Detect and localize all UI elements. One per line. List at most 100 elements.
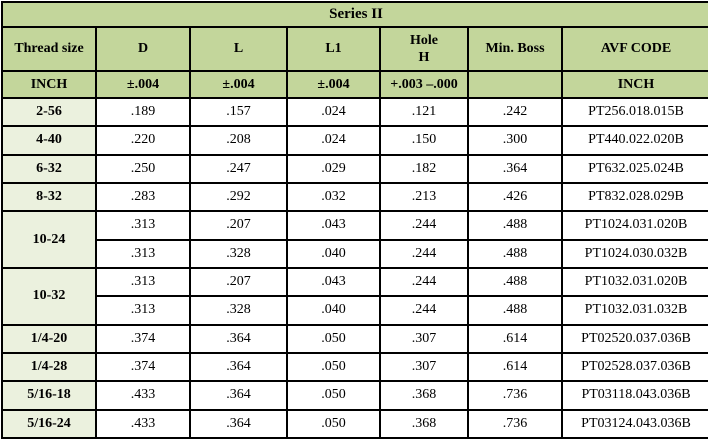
table-row: 2-56.189.157.024.121.242 PT256.018.015B: [1, 96, 708, 128]
avf-code-cell: PT03118.043.036B: [560, 380, 708, 411]
thread-size-cell: 10-24: [1, 210, 97, 269]
data-cell: .207: [189, 266, 288, 298]
thread-size-cell: 8-32: [1, 181, 97, 213]
data-cell: .488: [467, 295, 563, 326]
avf-code-cell: PT256.018.015B: [560, 96, 708, 128]
tolerance-row: INCH ±.004 ±.004 ±.004 +.003 –.000 INCH: [1, 70, 708, 99]
data-cell: .368: [379, 380, 469, 411]
data-cell: .208: [189, 125, 288, 156]
avf-code-cell: PT440.022.020B: [560, 125, 708, 156]
data-cell: .050: [286, 323, 381, 354]
data-cell: .364: [189, 380, 288, 411]
table-title: Series II: [0, 1, 708, 28]
thread-size-cell: 4-40: [1, 125, 97, 156]
table-row: .313.328.040.244.488 PT1032.031.032B: [2, 295, 708, 326]
tolerance-cell-d: ±.004: [95, 70, 191, 99]
avf-code-cell: PT1032.031.020B: [560, 266, 708, 298]
data-cell: .050: [286, 351, 381, 383]
table-row: .313.328.040.244.488 PT1024.030.032B: [2, 238, 708, 269]
avf-code-cell: PT1032.031.032B: [560, 295, 708, 326]
data-cell: .433: [95, 408, 191, 440]
thread-size-cell: 6-32: [1, 153, 97, 184]
data-cell: .300: [467, 125, 563, 156]
column-header-thread-size: Thread size: [1, 26, 97, 72]
table-row: 1/4-28.374.364.050.307.614 PT02528.037.03…: [1, 351, 708, 383]
data-cell: .307: [379, 323, 469, 354]
table-row: 4-40.220.208.024.150.300 PT440.022.020B: [1, 125, 708, 156]
data-cell: .024: [286, 125, 381, 156]
data-cell: .157: [189, 96, 288, 128]
column-header-row: Thread size D L L1 Hole H Min. Boss AVF …: [1, 26, 708, 72]
data-cell: .242: [467, 96, 563, 128]
data-cell: .488: [467, 266, 563, 298]
data-cell: .050: [286, 408, 381, 440]
data-cell: .614: [467, 351, 563, 383]
data-cell: .328: [189, 238, 288, 269]
data-cell: .040: [286, 238, 381, 269]
data-cell: .368: [379, 408, 469, 440]
data-cell: .213: [379, 181, 469, 213]
data-cell: .736: [467, 408, 563, 440]
tolerance-cell-hole: +.003 –.000: [379, 70, 469, 99]
avf-code-cell: PT1024.031.020B: [560, 210, 708, 241]
data-cell: .364: [189, 351, 288, 383]
data-cell: .247: [189, 153, 288, 184]
data-cell: .488: [467, 238, 563, 269]
data-cell: .182: [379, 153, 469, 184]
thread-size-cell: 1/4-20: [1, 323, 97, 354]
column-header-min-boss: Min. Boss: [467, 26, 563, 72]
data-cell: .433: [95, 380, 191, 411]
data-cell: .313: [95, 210, 191, 241]
data-cell: .244: [379, 266, 469, 298]
tolerance-cell-l: ±.004: [189, 70, 288, 99]
tolerance-cell-l1: ±.004: [286, 70, 381, 99]
data-cell: .313: [95, 238, 191, 269]
data-cell: .244: [379, 295, 469, 326]
avf-code-cell: PT03124.043.036B: [560, 408, 708, 440]
table-row: 8-32.283.292.032.213.426 PT832.028.029B: [1, 181, 708, 213]
table-row: 6-32.250.247.029.182.364 PT632.025.024B: [1, 153, 708, 184]
tolerance-cell-min-boss: [467, 70, 563, 99]
data-cell: .029: [286, 153, 381, 184]
data-cell: .292: [189, 181, 288, 213]
avf-code-cell: PT632.025.024B: [560, 153, 708, 184]
data-cell: .244: [379, 210, 469, 241]
data-cell: .426: [467, 181, 563, 213]
thread-size-cell: 5/16-18: [1, 380, 97, 411]
data-cell: .307: [379, 351, 469, 383]
data-cell: .207: [189, 210, 288, 241]
data-cell: .244: [379, 238, 469, 269]
title-row: Series II: [0, 1, 708, 28]
data-cell: .313: [95, 266, 191, 298]
thread-size-cell: 5/16-24: [1, 408, 97, 440]
data-cell: .050: [286, 380, 381, 411]
table-body: 2-56.189.157.024.121.242 PT256.018.015B 4-…: [1, 96, 708, 440]
avf-code-cell: PT02528.037.036B: [560, 351, 708, 383]
data-cell: .328: [189, 295, 288, 326]
avf-code-cell: PT02520.037.036B: [560, 323, 708, 354]
thread-size-cell: 10-32: [1, 266, 97, 326]
data-cell: .024: [286, 96, 381, 128]
table-row: 5/16-18.433.364.050.368.736 PT03118.043.0…: [1, 380, 708, 411]
data-cell: .121: [379, 96, 469, 128]
data-cell: .040: [286, 295, 381, 326]
table-row: 10-32.313.207.043.244.488 PT1032.031.020B: [1, 266, 708, 326]
data-cell: .043: [286, 210, 381, 241]
avf-code-cell: PT1024.030.032B: [560, 238, 708, 269]
data-cell: .364: [189, 408, 288, 440]
data-cell: .364: [189, 323, 288, 354]
data-cell: .313: [95, 295, 191, 326]
data-cell: .032: [286, 181, 381, 213]
table-row: 5/16-24.433.364.050.368.736 PT03124.043.0…: [1, 408, 708, 440]
column-header-avf-code: AVF CODE: [560, 26, 708, 72]
table-row: 10-24.313.207.043.244.488 PT1024.031.020B: [1, 210, 708, 269]
data-cell: .736: [467, 380, 563, 411]
data-cell: .043: [286, 266, 381, 298]
tolerance-cell-thread-units: INCH: [1, 70, 97, 99]
table-row: 1/4-20.374.364.050.307.614 PT02520.037.03…: [1, 323, 708, 354]
data-cell: .374: [95, 351, 191, 383]
data-cell: .614: [467, 323, 563, 354]
data-cell: .220: [95, 125, 191, 156]
